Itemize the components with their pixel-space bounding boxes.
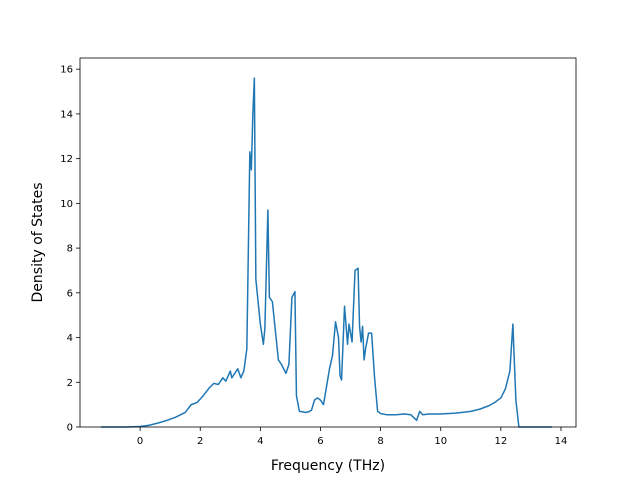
y-tick-label: 12: [60, 154, 73, 165]
x-tick-label: 0: [137, 436, 143, 447]
x-tick-label: 14: [555, 436, 568, 447]
y-axis-title: Density of States: [30, 183, 46, 303]
y-tick-label: 2: [67, 378, 73, 389]
x-tick-label: 8: [377, 436, 383, 447]
plot-frame: [79, 57, 577, 428]
y-tick-label: 14: [60, 109, 73, 120]
y-tick-label: 0: [67, 423, 73, 434]
x-axis-title: Frequency (THz): [271, 458, 385, 474]
x-tick-label: 6: [317, 436, 323, 447]
x-tick-label: 4: [257, 436, 263, 447]
y-tick-label: 4: [67, 333, 73, 344]
y-tick-label: 10: [60, 199, 73, 210]
y-tick-label: 16: [60, 65, 73, 76]
y-tick-label: 6: [67, 288, 73, 299]
axis-ticks: 0 2 4 6 8 10 12 14 0 2 4 6 8 10 12 14 16: [60, 65, 567, 447]
dos-series-line: [101, 77, 552, 428]
y-tick-label: 8: [67, 244, 73, 255]
x-tick-label: 2: [197, 436, 203, 447]
x-tick-label: 12: [494, 436, 507, 447]
plot-area: [101, 77, 552, 428]
x-tick-label: 10: [434, 436, 447, 447]
